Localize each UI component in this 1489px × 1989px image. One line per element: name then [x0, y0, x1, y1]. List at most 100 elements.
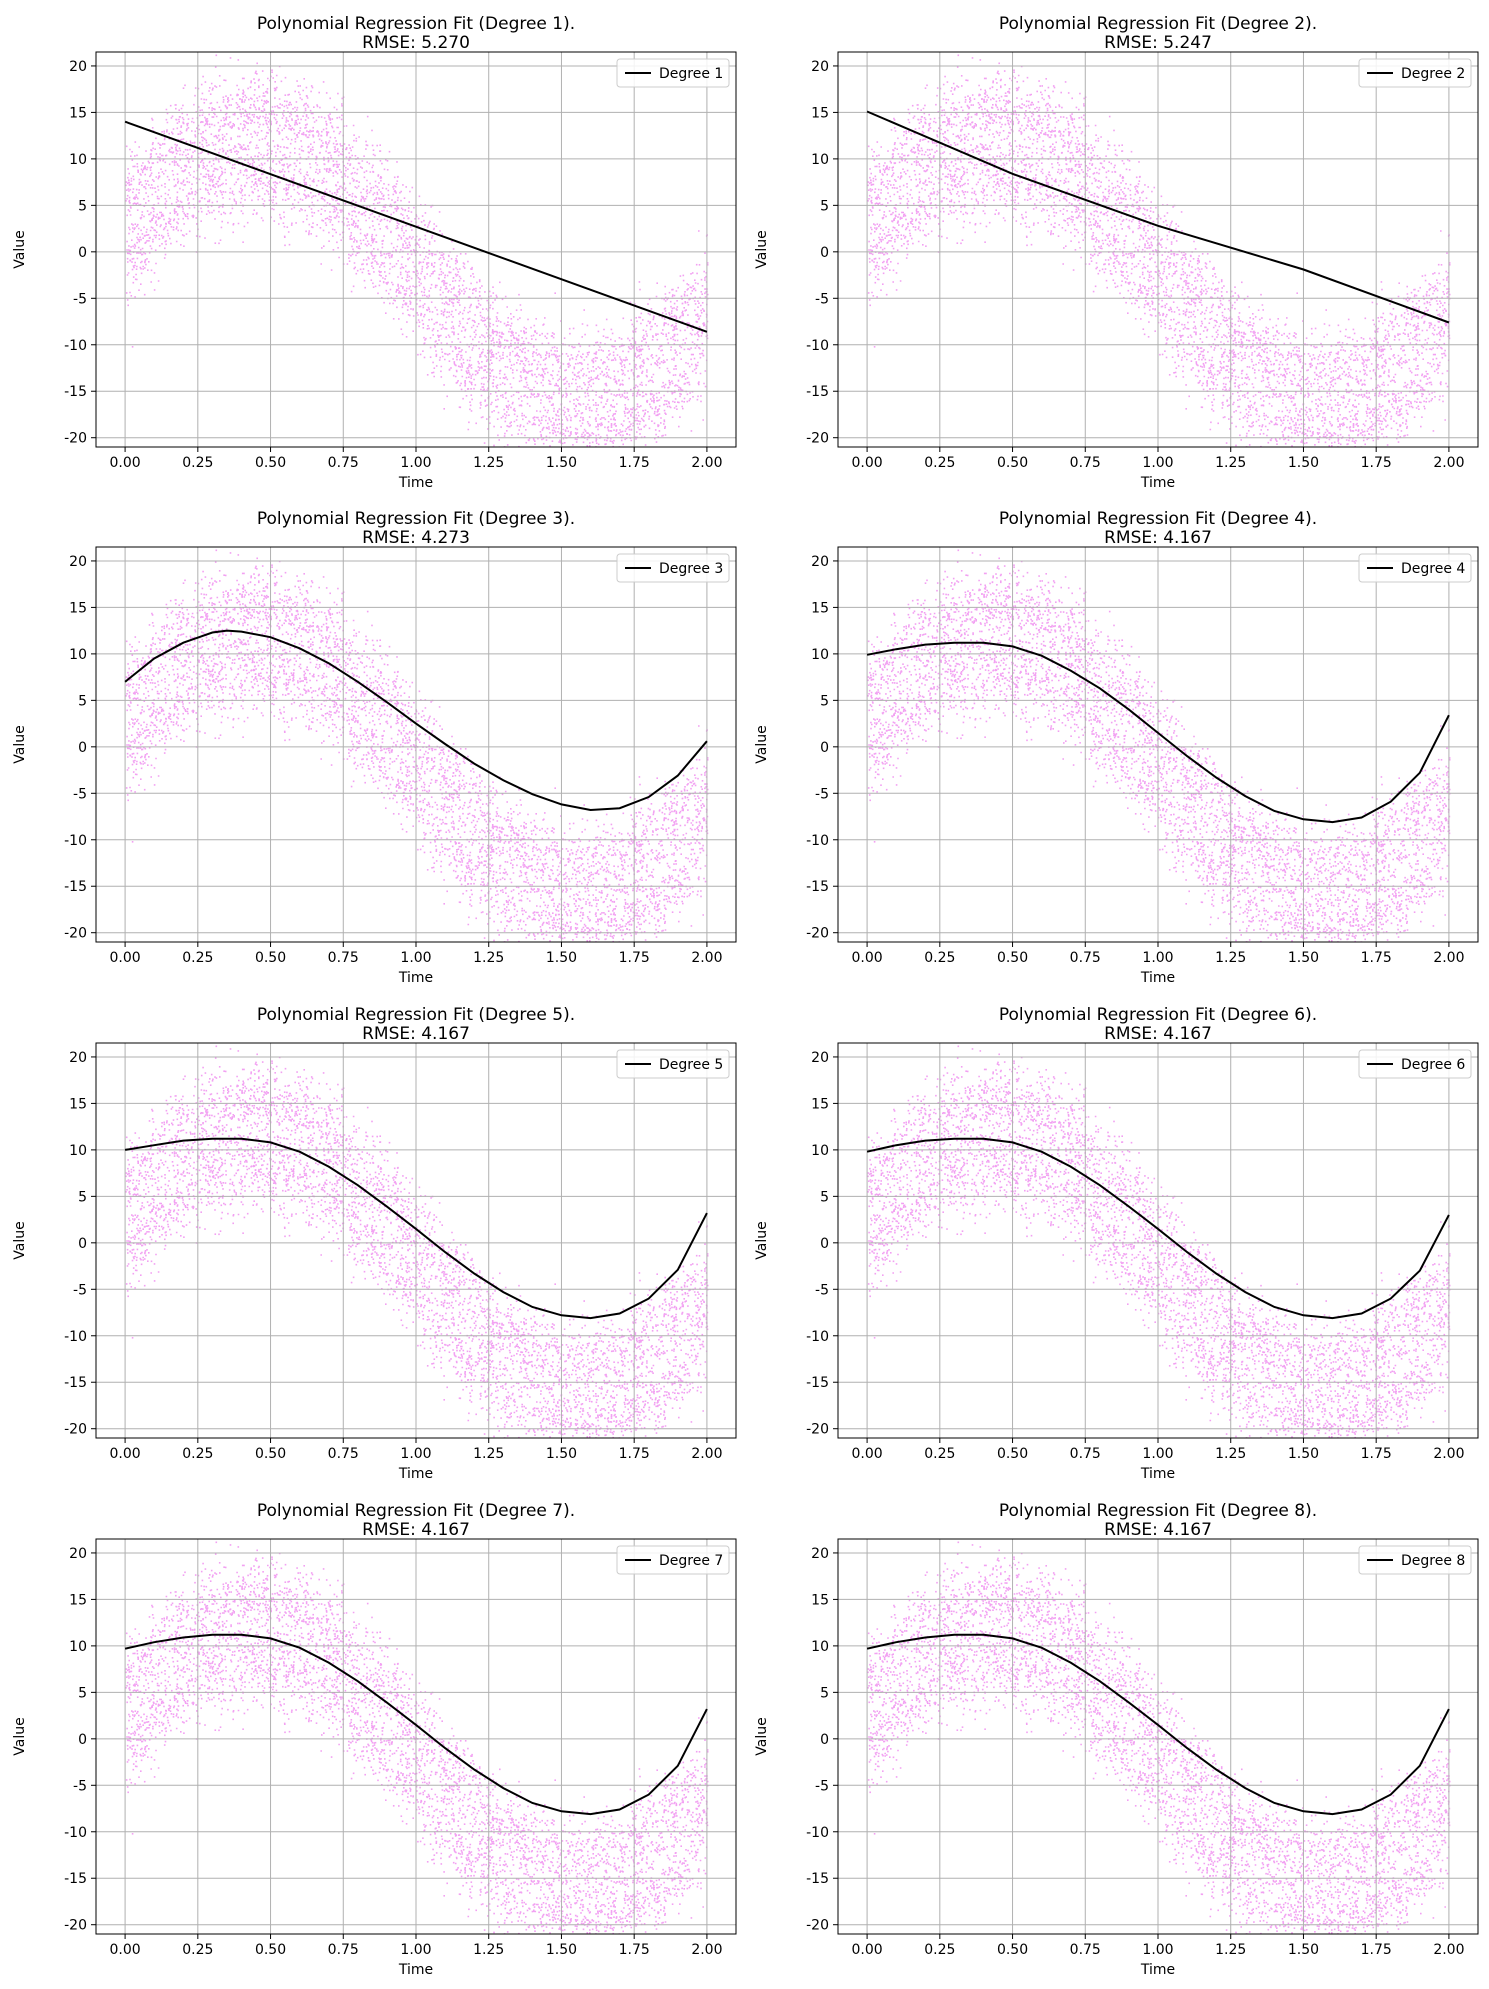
legend-label: Degree 3 — [659, 561, 723, 577]
y-tick-label: 20 — [69, 554, 87, 570]
subplot-title: Polynomial Regression Fit (Degree 4). — [999, 509, 1317, 529]
y-tick-label: 15 — [69, 600, 87, 616]
y-tick-label: 10 — [811, 1143, 829, 1159]
x-axis-label: Time — [398, 475, 433, 491]
y-tick-label: -15 — [806, 1871, 829, 1887]
y-tick-label: -20 — [806, 1918, 829, 1934]
legend: Degree 6 — [1358, 1049, 1472, 1079]
y-tick-label: 10 — [811, 152, 829, 168]
x-tick-label: 1.00 — [1142, 1942, 1173, 1958]
scatter-points — [125, 549, 709, 942]
y-tick-label: -10 — [64, 833, 87, 849]
subplot-rmse: RMSE: 5.270 — [362, 33, 470, 53]
x-tick-label: 1.00 — [1142, 455, 1173, 471]
y-tick-label: 0 — [820, 740, 829, 756]
y-tick-label: 20 — [811, 1050, 829, 1066]
y-tick-label: -15 — [806, 879, 829, 895]
x-tick-label: 0.75 — [1070, 455, 1101, 471]
y-axis-label: Value — [754, 1221, 770, 1259]
fit-line — [124, 1137, 708, 1320]
y-tick-label: -20 — [806, 926, 829, 942]
subplot-rmse: RMSE: 4.167 — [1104, 1520, 1212, 1540]
x-tick-label: 1.50 — [546, 950, 577, 966]
fit-line — [866, 110, 1450, 324]
y-tick-label: 5 — [78, 693, 87, 709]
y-tick-label: 0 — [78, 1236, 87, 1252]
y-tick-label: 5 — [78, 1189, 87, 1205]
axes-frame — [95, 1042, 737, 1439]
x-tick-label: 0.25 — [924, 1942, 955, 1958]
data-point-cloud — [125, 54, 709, 447]
data-point-cloud — [867, 549, 1451, 942]
fit-line — [866, 1633, 1450, 1816]
x-tick-label: 1.00 — [400, 455, 431, 471]
scatter-points — [867, 54, 1451, 447]
y-axis-label: Value — [754, 1717, 770, 1755]
y-tick-label: 5 — [820, 1685, 829, 1701]
y-tick-label: 5 — [78, 198, 87, 214]
x-tick-label: 1.25 — [1215, 455, 1246, 471]
y-axis-label: Value — [12, 230, 28, 268]
y-tick-label: -10 — [806, 1825, 829, 1841]
y-tick-label: -5 — [73, 1778, 87, 1794]
x-tick-label: 0.00 — [852, 1446, 883, 1462]
legend-label: Degree 5 — [659, 1057, 723, 1073]
x-tick-label: 0.75 — [1070, 1446, 1101, 1462]
x-tick-label: 1.25 — [1215, 950, 1246, 966]
y-tick-label: -15 — [64, 1871, 87, 1887]
x-tick-label: 0.00 — [110, 1446, 141, 1462]
x-tick-label: 2.00 — [691, 1446, 722, 1462]
scatter-points — [125, 1541, 709, 1934]
x-axis-label: Time — [398, 1466, 433, 1482]
y-tick-label: -5 — [815, 291, 829, 307]
y-tick-label: -20 — [64, 431, 87, 447]
x-tick-label: 0.75 — [328, 950, 359, 966]
subplot-degree-7: Polynomial Regression Fit (Degree 7).RMS… — [12, 1501, 737, 1978]
x-axis-label: Time — [1140, 1466, 1175, 1482]
y-tick-label: 5 — [78, 1685, 87, 1701]
y-tick-label: 20 — [811, 59, 829, 75]
y-tick-label: 20 — [69, 1546, 87, 1562]
y-tick-label: 15 — [811, 1096, 829, 1112]
y-tick-label: -20 — [64, 926, 87, 942]
y-tick-label: 5 — [820, 198, 829, 214]
x-tick-label: 1.75 — [1361, 1942, 1392, 1958]
axes-frame — [95, 546, 737, 943]
y-tick-label: 0 — [78, 1732, 87, 1748]
x-tick-label: 1.00 — [400, 1942, 431, 1958]
x-tick-label: 2.00 — [691, 950, 722, 966]
legend-label: Degree 2 — [1401, 66, 1465, 82]
x-tick-label: 1.00 — [400, 1446, 431, 1462]
x-tick-label: 2.00 — [1433, 950, 1464, 966]
fit-line — [124, 120, 708, 333]
x-tick-label: 0.25 — [182, 950, 213, 966]
x-tick-label: 1.75 — [619, 1446, 650, 1462]
subplot-degree-6: Polynomial Regression Fit (Degree 6).RMS… — [754, 1005, 1479, 1482]
x-tick-label: 0.50 — [997, 950, 1028, 966]
x-tick-label: 0.75 — [328, 1942, 359, 1958]
y-tick-label: 10 — [69, 647, 87, 663]
fit-line — [866, 641, 1450, 824]
data-point-cloud — [125, 549, 709, 942]
subplot-rmse: RMSE: 4.167 — [1104, 1024, 1212, 1044]
subplot-degree-8: Polynomial Regression Fit (Degree 8).RMS… — [754, 1501, 1479, 1978]
x-tick-label: 1.00 — [1142, 950, 1173, 966]
legend-box — [1358, 58, 1472, 88]
fit-line — [124, 629, 708, 812]
y-axis-label: Value — [754, 725, 770, 763]
x-axis-label: Time — [1140, 475, 1175, 491]
y-tick-label: 0 — [820, 1732, 829, 1748]
y-tick-label: 10 — [811, 647, 829, 663]
y-tick-label: -5 — [73, 291, 87, 307]
y-axis-label: Value — [754, 230, 770, 268]
y-tick-label: -5 — [815, 786, 829, 802]
y-tick-label: 0 — [78, 740, 87, 756]
legend-box — [1358, 1545, 1472, 1575]
axes-frame — [837, 546, 1479, 943]
x-tick-label: 0.75 — [1070, 950, 1101, 966]
x-tick-label: 0.25 — [182, 1446, 213, 1462]
x-tick-label: 1.00 — [1142, 1446, 1173, 1462]
legend: Degree 2 — [1358, 58, 1472, 88]
y-tick-label: 10 — [69, 152, 87, 168]
